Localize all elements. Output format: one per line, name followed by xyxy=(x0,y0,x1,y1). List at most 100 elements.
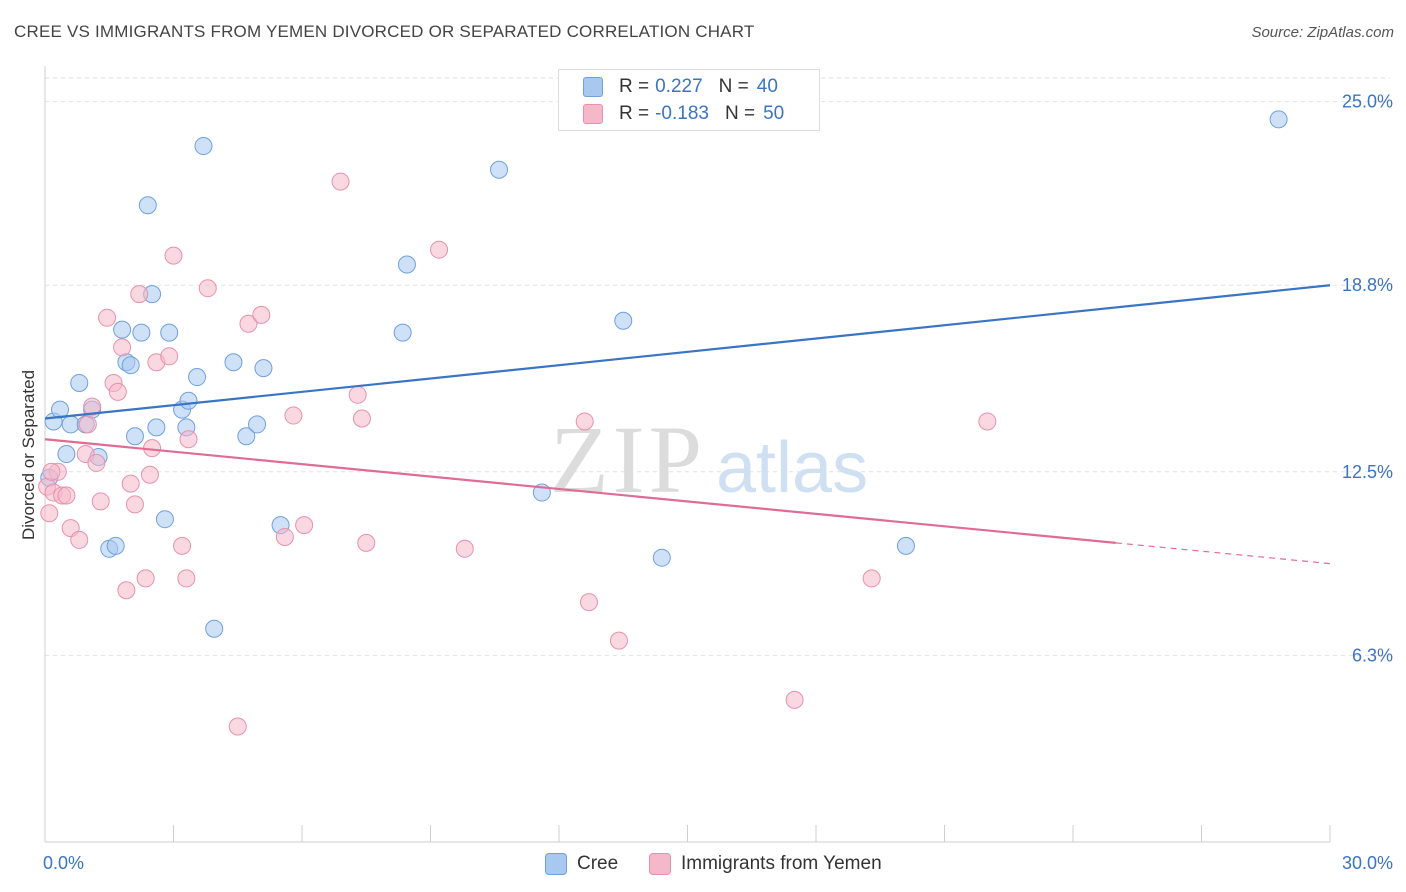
legend-n-value: 50 xyxy=(763,103,785,124)
legend-swatch-yemen xyxy=(583,104,603,124)
legend-swatch-cree xyxy=(583,77,603,97)
point-yemen xyxy=(978,412,997,431)
point-yemen xyxy=(228,717,247,736)
legend-r-value: -0.183 xyxy=(655,103,709,124)
point-cree xyxy=(237,427,256,446)
point-yemen xyxy=(357,533,376,552)
x-tick-label: 0.0% xyxy=(43,853,84,873)
point-cree xyxy=(248,415,267,434)
point-cree xyxy=(188,368,207,387)
legend-n-label: N = xyxy=(724,103,756,124)
legend-r-label: R = xyxy=(619,103,650,124)
point-cree xyxy=(614,311,633,330)
point-cree xyxy=(147,418,166,437)
y-tick-label: 12.5% xyxy=(1342,462,1393,482)
point-yemen xyxy=(136,569,155,588)
point-cree xyxy=(490,160,509,179)
point-yemen xyxy=(70,530,89,549)
point-yemen xyxy=(198,279,217,298)
chart-title: CREE VS IMMIGRANTS FROM YEMEN DIVORCED O… xyxy=(14,22,755,41)
point-yemen xyxy=(91,492,110,511)
y-tick-label: 25.0% xyxy=(1342,92,1393,112)
y-axis-label: Divorced or Separated xyxy=(19,370,38,540)
point-cree xyxy=(652,548,671,567)
point-yemen xyxy=(579,593,598,612)
point-yemen xyxy=(108,382,127,401)
point-yemen xyxy=(785,690,804,709)
point-yemen xyxy=(121,474,140,493)
trend-line-cree xyxy=(44,284,1331,420)
point-cree xyxy=(125,427,144,446)
x-tick-label: 30.0% xyxy=(1342,853,1393,873)
watermark: ZIP atlas xyxy=(550,406,868,513)
point-cree xyxy=(194,137,213,156)
point-cree xyxy=(70,373,89,392)
bottom-legend-label-yemen: Immigrants from Yemen xyxy=(681,853,882,874)
point-yemen xyxy=(42,462,61,481)
y-tick-label: 18.8% xyxy=(1342,275,1393,295)
bottom-legend-label-cree: Cree xyxy=(577,853,619,874)
point-yemen xyxy=(83,397,102,416)
point-yemen xyxy=(295,516,314,535)
trend-lines xyxy=(44,284,1331,565)
point-yemen xyxy=(179,430,198,449)
point-yemen xyxy=(125,495,144,514)
point-yemen xyxy=(275,527,294,546)
legend-n-value: 40 xyxy=(756,76,778,97)
source-label: Source: ZipAtlas.com xyxy=(1251,24,1394,41)
point-cree xyxy=(106,536,125,555)
point-cree xyxy=(254,359,273,378)
bottom-legend-swatch-yemen xyxy=(649,853,671,875)
axes xyxy=(44,66,1331,843)
point-yemen xyxy=(78,415,97,434)
data-points xyxy=(38,110,1288,736)
point-yemen xyxy=(173,536,192,555)
grid-lines xyxy=(45,77,1390,656)
point-yemen xyxy=(113,338,132,357)
legend-row-cree: R = 0.227 N = 40 xyxy=(583,74,778,100)
point-yemen xyxy=(609,631,628,650)
point-yemen xyxy=(455,539,474,558)
point-cree xyxy=(179,391,198,410)
point-cree xyxy=(1269,110,1288,129)
trend-line-yemen xyxy=(44,438,1116,544)
point-yemen xyxy=(140,465,159,484)
point-cree xyxy=(50,400,69,419)
point-yemen xyxy=(575,412,594,431)
point-yemen xyxy=(348,385,367,404)
point-yemen xyxy=(40,504,59,523)
point-cree xyxy=(155,510,174,529)
watermark-atlas: atlas xyxy=(716,428,868,508)
point-yemen xyxy=(160,347,179,366)
point-cree xyxy=(61,415,80,434)
point-cree xyxy=(397,255,416,274)
point-yemen xyxy=(87,453,106,472)
point-yemen xyxy=(430,240,449,259)
point-yemen xyxy=(252,305,271,324)
bottom-legend-cree: Cree xyxy=(545,852,618,876)
point-cree xyxy=(138,196,157,215)
point-yemen xyxy=(352,409,371,428)
legend: R = 0.227 N = 40 R = -0.183 N = 50 xyxy=(558,69,820,131)
point-yemen xyxy=(98,308,117,327)
legend-r-label: R = xyxy=(619,76,650,97)
point-yemen xyxy=(177,569,196,588)
tick-labels: 6.3% 12.5% 18.8% 25.0% 0.0% 30.0% xyxy=(43,92,1393,873)
point-yemen xyxy=(284,406,303,425)
point-yemen xyxy=(239,314,258,333)
point-yemen xyxy=(862,569,881,588)
point-yemen xyxy=(57,486,76,505)
legend-row-yemen: R = -0.183 N = 50 xyxy=(583,101,784,127)
point-yemen xyxy=(164,246,183,265)
y-tick-label: 6.3% xyxy=(1352,645,1393,665)
point-cree xyxy=(160,323,179,342)
point-cree xyxy=(57,445,76,464)
point-cree xyxy=(205,619,224,638)
point-yemen xyxy=(130,285,149,304)
point-cree xyxy=(132,323,151,342)
point-cree xyxy=(896,536,915,555)
point-cree xyxy=(121,356,140,375)
point-yemen xyxy=(331,172,350,191)
point-cree xyxy=(224,353,243,372)
